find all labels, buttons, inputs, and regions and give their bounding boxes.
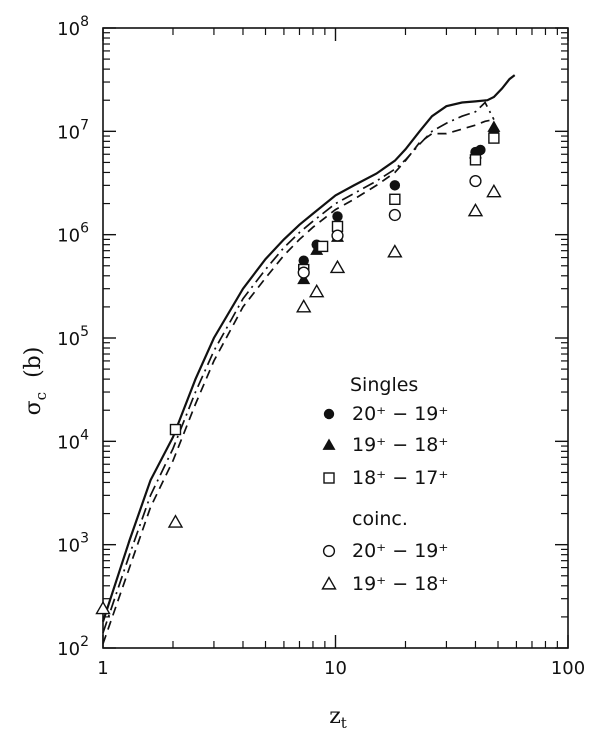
y-tick-label: 108	[57, 14, 89, 40]
data-point-open-triangle	[95, 600, 111, 615]
axis-frame-group	[102, 27, 569, 649]
data-point-filled-triangle	[487, 120, 501, 132]
model-curve-solid	[101, 74, 516, 622]
x-tick-label: 100	[551, 658, 585, 679]
legend: Singles coinc. 20⁺ − 19⁺ 19⁺ − 18⁺ 18⁺ − 17⁺…	[321, 374, 448, 595]
axis-labels-group: σc (b) zt	[21, 347, 347, 729]
model-curve-dashed	[102, 118, 495, 644]
data-point-open-triangle	[296, 298, 312, 313]
legend-marker-open-circle	[322, 544, 336, 558]
y-axis-label-unit: (b)	[21, 347, 46, 378]
data-point-filled-circle	[332, 211, 343, 222]
legend-label: 20⁺ − 19⁺	[352, 403, 448, 425]
data-point-open-triangle	[167, 514, 184, 528]
data-point-filled-circle	[389, 180, 401, 191]
data-point-open-circle	[297, 266, 310, 279]
y-tick-label: 103	[57, 531, 89, 557]
data-point-open-square	[316, 240, 329, 253]
x-tick-label: 10	[324, 658, 347, 679]
legend-marker-open-triangle	[321, 576, 337, 590]
data-points-group	[95, 120, 502, 615]
legend-label: 20⁺ − 19⁺	[352, 540, 448, 562]
x-tick-label: 1	[97, 658, 108, 679]
y-tick-label: 102	[57, 634, 89, 660]
tick-labels-group: 1 10 100 102 103 104 105 106 107 108	[57, 14, 585, 679]
data-point-open-triangle	[308, 283, 325, 298]
legend-label: 19⁺ − 18⁺	[352, 573, 448, 595]
data-point-open-square	[469, 154, 482, 166]
legend-marker-open-square	[323, 472, 335, 484]
legend-heading-coinc: coinc.	[352, 508, 408, 530]
x-axis-label-main: z	[329, 704, 341, 729]
plot-frame	[102, 27, 569, 649]
data-point-open-square	[488, 132, 500, 144]
data-point-open-circle	[331, 229, 344, 242]
y-tick-label: 106	[57, 221, 89, 247]
ticks-group	[102, 27, 569, 649]
legend-marker-filled-circle	[323, 408, 335, 420]
x-axis-label-sub: t	[341, 714, 347, 729]
legend-marker-filled-triangle	[322, 438, 336, 450]
data-point-open-triangle	[467, 202, 484, 217]
y-tick-label: 105	[57, 324, 89, 350]
data-point-open-square	[389, 193, 401, 205]
data-point-open-triangle	[329, 259, 346, 274]
y-tick-label: 104	[57, 427, 89, 453]
data-point-open-circle	[469, 174, 482, 188]
legend-heading-singles: Singles	[350, 374, 418, 396]
model-curves-group	[101, 74, 516, 644]
data-point-open-triangle	[387, 244, 403, 258]
y-axis-label: σc (b)	[21, 347, 50, 416]
y-tick-label: 107	[57, 117, 89, 143]
y-axis-label-main: σ	[21, 400, 46, 415]
data-point-filled-circle	[298, 255, 309, 266]
data-point-open-square	[169, 423, 182, 436]
x-axis-label: zt	[329, 704, 347, 729]
data-point-open-circle	[388, 208, 401, 222]
y-axis-label-sub: c	[32, 392, 50, 400]
legend-label: 18⁺ − 17⁺	[352, 467, 448, 489]
legend-label: 19⁺ − 18⁺	[352, 434, 448, 456]
data-point-open-triangle	[486, 183, 502, 198]
